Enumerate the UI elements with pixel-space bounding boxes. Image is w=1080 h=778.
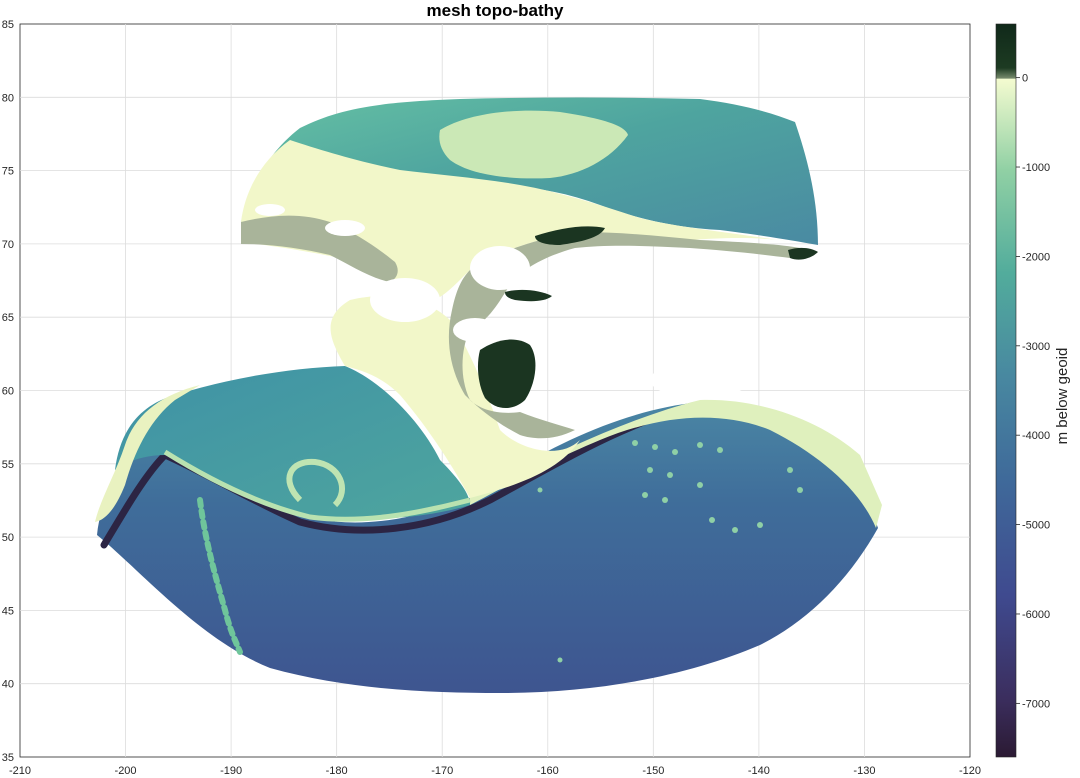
gulf-seamounts [537, 440, 803, 663]
bering-basin [115, 366, 470, 519]
y-tick-label: 55 [2, 459, 14, 471]
x-tick-label: -160 [537, 765, 559, 777]
western-coast-shelf [95, 385, 200, 522]
colorbar-tick-label: -5000 [1022, 520, 1050, 532]
x-tick-label: -190 [220, 765, 242, 777]
colorbar-label: m below geoid [1054, 348, 1071, 445]
colorbar-tick-label: 0 [1022, 73, 1028, 85]
chukchi-plateau [439, 110, 628, 179]
bering-shelf [330, 296, 580, 498]
chukotka-land [241, 215, 398, 282]
seward-peninsula [505, 289, 552, 302]
brooks-range [535, 226, 605, 245]
map-title: mesh topo-bathy [427, 1, 564, 20]
y-tick-label: 85 [2, 19, 14, 31]
colorbar-tick-label: -2000 [1022, 251, 1050, 263]
y-tick-label: 60 [2, 386, 14, 398]
land-gaps [255, 204, 750, 398]
aleutian-shelf [163, 449, 471, 522]
y-tick-label: 80 [2, 92, 14, 104]
x-tick-label: -200 [115, 765, 137, 777]
y-axis-ticks: 35 40 45 50 55 60 65 70 75 80 85 [2, 19, 14, 764]
x-tick-label: -130 [853, 765, 875, 777]
y-tick-label: 40 [2, 679, 14, 691]
x-tick-label: -180 [326, 765, 348, 777]
x-tick-label: -210 [9, 765, 31, 777]
gulf-of-alaska-shelf [470, 399, 882, 528]
coast-mountains [788, 247, 818, 260]
y-tick-label: 70 [2, 239, 14, 251]
bowers-ridge [286, 458, 346, 508]
aleutian-trench [100, 400, 704, 549]
y-tick-label: 35 [2, 752, 14, 764]
emperor-seamounts [197, 497, 243, 655]
colorbar-tick-label: -4000 [1022, 430, 1050, 442]
colorbar [995, 23, 1017, 758]
colorbar-ticks: 0 -1000 -2000 -3000 -4000 -5000 -6000 -7000 [1016, 73, 1050, 710]
colorbar-tick-label: -7000 [1022, 698, 1050, 710]
y-tick-label: 75 [2, 166, 14, 178]
colorbar-tick-label: -1000 [1022, 162, 1050, 174]
topo-bathy-map [95, 97, 882, 693]
x-tick-label: -150 [642, 765, 664, 777]
alaska-land [448, 232, 800, 439]
colorbar-tick-label: -6000 [1022, 609, 1050, 621]
y-tick-label: 45 [2, 605, 14, 617]
north-pacific-basin [97, 402, 878, 693]
x-axis-ticks: -210 -200 -190 -180 -170 -160 -150 -140 -130 -120 [9, 765, 981, 777]
x-tick-label: -140 [748, 765, 770, 777]
x-tick-label: -170 [431, 765, 453, 777]
y-tick-label: 50 [2, 532, 14, 544]
y-tick-label: 65 [2, 312, 14, 324]
alaska-range [477, 339, 536, 409]
x-tick-label: -120 [959, 765, 981, 777]
colorbar-tick-label: -3000 [1022, 341, 1050, 353]
